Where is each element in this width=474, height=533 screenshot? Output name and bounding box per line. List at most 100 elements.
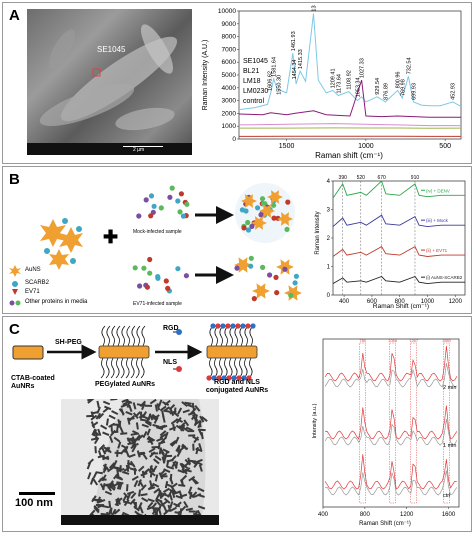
tem-nanorod <box>128 404 133 412</box>
ctab-label: CTAB-coated AuNRs <box>11 375 55 390</box>
tem-nanorod <box>190 459 198 466</box>
chart-b-xtick-label: 800 <box>395 299 406 305</box>
tem-nanorod <box>158 472 164 480</box>
ligand-dot <box>216 375 222 381</box>
tem-nanorod <box>125 450 130 458</box>
chart-a-peak-label: 1581.64 <box>272 57 278 77</box>
mock-sample-label: Mock-infected sample <box>133 229 182 235</box>
tem-nanorod <box>101 505 110 509</box>
chart-a-peak-label: 452.93 <box>451 83 457 100</box>
tem-nanorod <box>108 462 116 469</box>
chart-c-marker-label: 780 <box>359 338 366 343</box>
panel-label-c: C <box>9 321 20 338</box>
chart-c-xtick-label: 800 <box>360 512 371 518</box>
peg-chain <box>244 325 249 347</box>
tem-nanorod <box>190 407 197 415</box>
tem-nanorod <box>149 399 157 405</box>
tem-nanorod <box>187 430 195 433</box>
peg-chain <box>140 357 145 379</box>
chart-a-peak-label: 929.54 <box>375 78 381 95</box>
tem-nanorod <box>95 471 103 475</box>
tem-nanorod <box>170 418 178 425</box>
tem-nanorod <box>161 492 169 497</box>
legend-other-proteins: Other proteins in media <box>25 299 88 305</box>
chart-b-xtick-label: 1000 <box>421 299 435 305</box>
panel-label-b: B <box>9 171 20 188</box>
sh-peg-label: SH-PEG <box>55 339 82 346</box>
tem-nanorod <box>185 507 193 512</box>
tem-nanorod <box>134 510 142 517</box>
tem-nanorod <box>115 476 124 481</box>
pegylated-aunr <box>98 325 150 379</box>
protein-dot <box>148 213 154 219</box>
protein-dot <box>234 265 240 271</box>
chart-c-trace <box>324 454 457 490</box>
tem-nanorod <box>179 462 185 470</box>
tem-nanorod <box>150 415 158 421</box>
chart-a-series-line <box>238 79 461 118</box>
peg-chain <box>126 325 131 347</box>
tem-nanorod <box>181 425 188 432</box>
aunr-rod <box>206 345 258 359</box>
tem-nanorod <box>197 505 206 510</box>
tem-nanorod <box>191 478 198 485</box>
tem-nanorod <box>187 457 192 465</box>
tem-nanorod <box>104 490 113 496</box>
tem-nanorod <box>146 505 154 511</box>
tem-nanorod <box>107 508 112 516</box>
auns-star <box>284 285 302 301</box>
tem-nanorod <box>141 411 147 419</box>
tem-scale-text: 100 nm <box>15 497 53 509</box>
tem-nanorod <box>140 472 148 477</box>
tem-nanorod <box>195 458 203 464</box>
tem-scale-bar <box>19 492 55 495</box>
tem-nanorod <box>163 409 171 413</box>
mock-result-cluster <box>235 183 295 243</box>
ligand-dot <box>241 375 247 381</box>
assay-schematic: ✚ <box>9 183 302 306</box>
chart-a-series <box>238 13 462 137</box>
chart-c-xtick-label: 400 <box>318 512 329 518</box>
tem-nanorod <box>171 460 177 468</box>
tem-nanorod <box>108 484 116 491</box>
chart-b-marker-label: 390 <box>339 175 348 181</box>
ev71-result-cluster <box>234 255 302 302</box>
tem-nanorod <box>191 413 197 421</box>
tem-nanorod <box>95 504 103 507</box>
protein-dot <box>148 193 155 199</box>
tem-nanorod <box>164 480 169 489</box>
tem-nanorod <box>126 400 131 408</box>
tem-nanorod <box>112 423 120 426</box>
sem-image: SE1045 2 µm <box>27 9 192 155</box>
tem-nanorod <box>152 465 158 473</box>
ligand-dot <box>246 375 252 381</box>
chart-a-legend: SE1045 BL21 LM18 LM0230 control <box>243 58 268 105</box>
tem-nanorod <box>171 490 176 498</box>
protein-dot <box>285 199 291 205</box>
auns-star <box>234 257 252 273</box>
ligand-dot <box>250 323 256 329</box>
mock-sample-proteins <box>136 185 190 219</box>
chart-c-xtick-label: 1600 <box>442 512 456 518</box>
tem-nanorod <box>90 411 95 419</box>
peg-chain <box>101 325 106 347</box>
chart-a-peak-label: 699.93 <box>411 83 417 100</box>
tem-nanorod <box>179 508 183 516</box>
protein-dot <box>175 266 181 272</box>
tem-nanorod <box>93 504 100 512</box>
tem-nanorod <box>155 497 163 503</box>
tem-nanorod <box>111 410 119 416</box>
peg-chain <box>229 325 234 347</box>
tem-nanorod <box>161 401 170 407</box>
chart-b-ytick-label: 0 <box>327 293 331 299</box>
tem-nanorod <box>175 461 179 469</box>
other-protein-icon-1 <box>9 300 15 306</box>
chart-c-trace <box>325 405 458 440</box>
tem-nanorod <box>199 415 205 423</box>
chart-b-series: (iv) + DENV (iii) + Mock (ii) + EV71 (i) Au… <box>332 180 465 285</box>
tem-nanorod <box>162 415 166 423</box>
tem-nanorod <box>198 443 203 451</box>
protein-dot <box>273 274 279 280</box>
tem-nanorod <box>148 436 156 442</box>
tem-nanorod <box>136 450 141 458</box>
